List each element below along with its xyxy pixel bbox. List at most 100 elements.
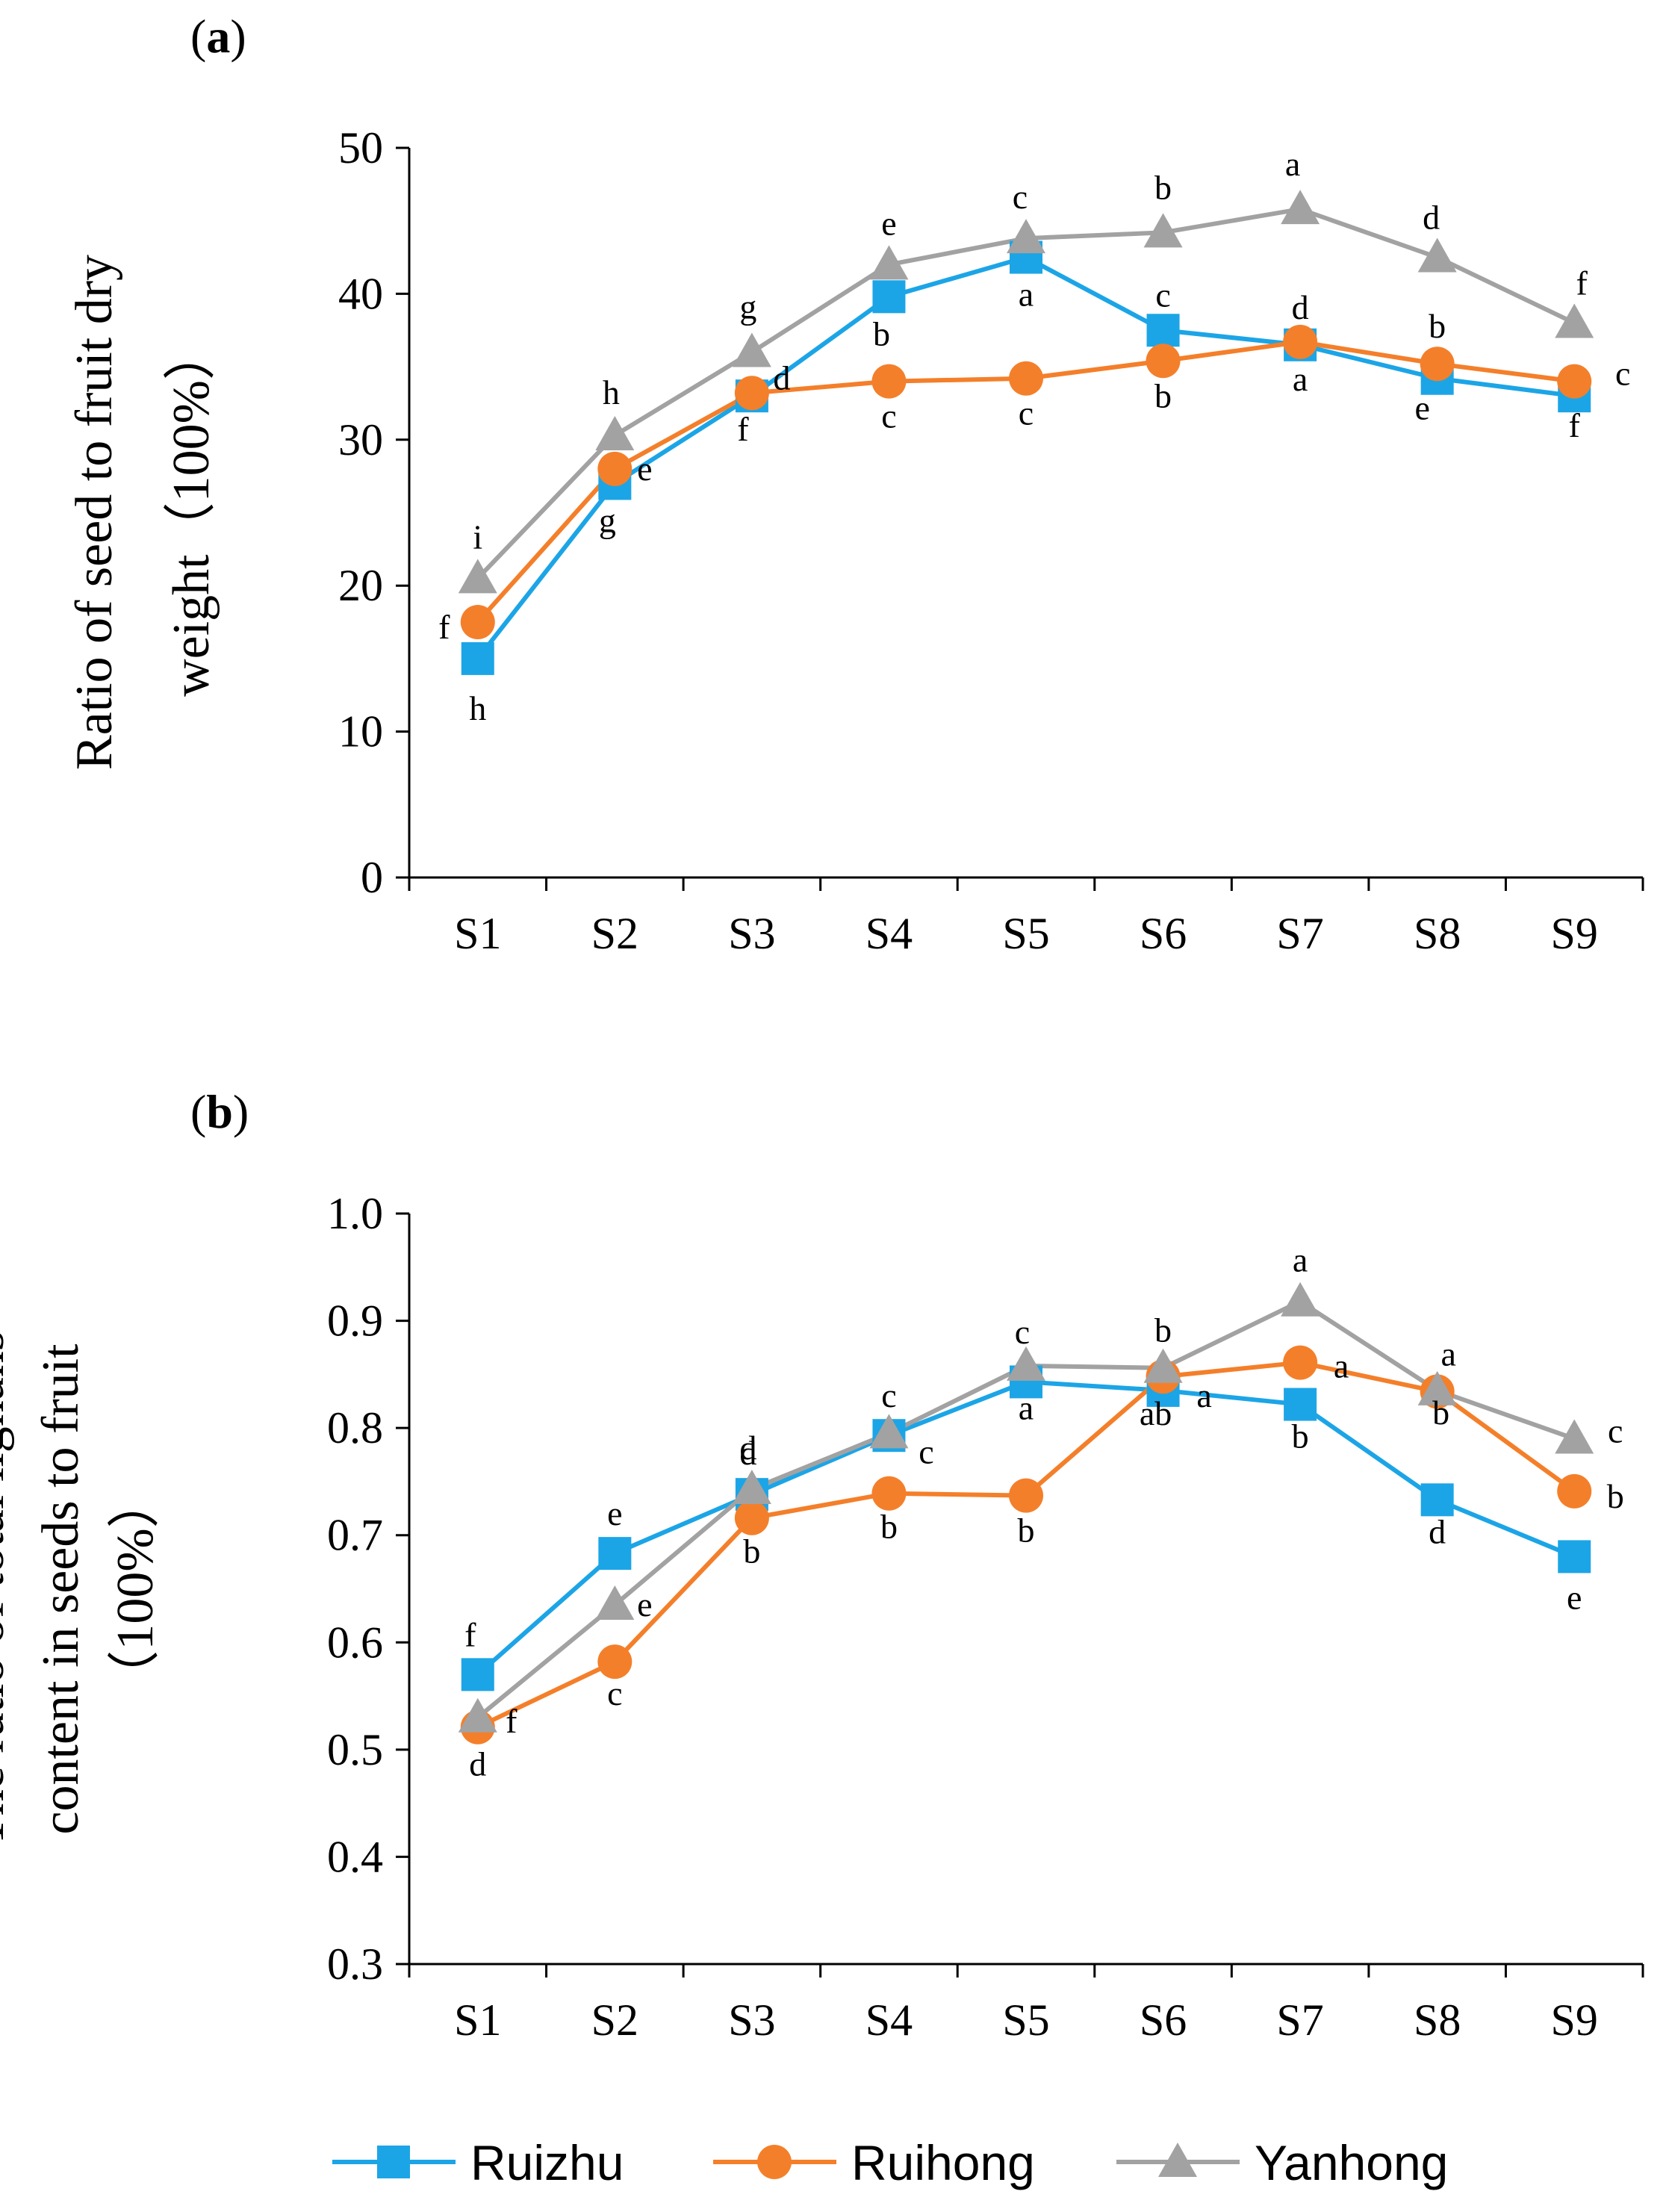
data-point-ruihong <box>1557 364 1592 399</box>
data-point-yanhong <box>732 332 771 367</box>
data-point-yanhong <box>1555 303 1594 338</box>
y-axis-title: The ratio of total lignans content in see… <box>0 1331 164 1848</box>
y-axis-title-line: （100%） <box>107 1476 164 1702</box>
significance-letter: d <box>469 1745 486 1783</box>
y-axis-title-line: Ratio of seed to fruit dry <box>66 255 123 770</box>
significance-letter: e <box>1414 389 1429 427</box>
y-tick-label: 0.8 <box>327 1403 383 1453</box>
significance-letter: g <box>599 501 616 539</box>
y-tick-label: 1.0 <box>327 1189 383 1238</box>
legend-marker-ruihong <box>757 2145 792 2179</box>
significance-letter: c <box>1615 355 1630 393</box>
y-axis-title-line: The ratio of total lignans <box>0 1331 15 1848</box>
x-tick-label: S1 <box>454 909 501 958</box>
significance-letter: ab <box>1140 1394 1172 1432</box>
data-point-ruizhu <box>1558 1540 1591 1573</box>
x-tick-label: S6 <box>1140 1995 1187 2045</box>
significance-letter: a <box>1334 1347 1349 1385</box>
data-point-yanhong <box>458 559 497 594</box>
data-point-yanhong <box>1281 1281 1320 1317</box>
y-tick-label: 40 <box>338 269 383 318</box>
x-tick-label: S4 <box>865 1995 913 2045</box>
y-axis-title-line: weight（100%） <box>163 328 220 697</box>
data-point-ruihong <box>460 605 495 640</box>
x-tick-label: S2 <box>591 1995 638 2045</box>
data-point-yanhong <box>1417 1370 1457 1405</box>
y-tick-label: 0.6 <box>327 1618 383 1667</box>
significance-letter: c <box>1015 1313 1030 1351</box>
significance-letter: h <box>469 689 486 727</box>
significance-letter: b <box>1607 1477 1624 1515</box>
significance-letter: f <box>1576 264 1588 302</box>
significance-letter: a <box>1293 360 1308 398</box>
y-tick-label: 0.5 <box>327 1725 383 1774</box>
x-tick-label: S3 <box>728 1995 775 2045</box>
data-point-ruihong <box>1146 344 1181 379</box>
data-point-yanhong <box>869 1414 909 1449</box>
significance-letter: c <box>607 1674 622 1712</box>
legend: Ruizhu Ruihong Yanhong <box>332 2135 1448 2190</box>
significance-letter: a <box>1285 145 1300 183</box>
significance-letter: b <box>743 1532 760 1571</box>
data-point-ruizhu <box>1420 1483 1454 1517</box>
significance-letter: d <box>739 1429 756 1467</box>
legend-label-yanhong: Yanhong <box>1255 2135 1448 2190</box>
data-point-yanhong <box>869 245 909 280</box>
data-point-yanhong <box>595 415 635 450</box>
x-tick-label: S7 <box>1276 1995 1323 2045</box>
data-point-yanhong <box>1143 213 1183 248</box>
data-point-ruihong <box>1009 361 1043 396</box>
significance-letter: b <box>1432 1394 1449 1432</box>
x-tick-label: S6 <box>1140 909 1187 958</box>
significance-letter: b <box>880 1508 898 1546</box>
data-point-yanhong <box>732 1469 771 1504</box>
x-tick-label: S7 <box>1276 909 1323 958</box>
significance-letter: f <box>737 410 749 448</box>
significance-letter: d <box>1429 1512 1446 1550</box>
significance-letter: b <box>1154 168 1172 206</box>
significance-letter: f <box>438 608 450 646</box>
significance-letter: c <box>881 1376 896 1414</box>
significance-letter: c <box>1019 394 1034 432</box>
y-tick-label: 20 <box>338 561 383 610</box>
y-tick-label: 0.4 <box>327 1832 383 1881</box>
data-point-ruihong <box>734 1500 769 1535</box>
panel-a-seed-to-fruit-ratio-chart: (a) 0 10 20 30 40 50 S1 S2 S3 S4 S5 S6 S7 S8 S9 Ratio of… <box>66 10 1644 958</box>
x-tick-label: S2 <box>591 909 638 958</box>
data-point-ruizhu <box>461 1658 494 1691</box>
data-point-yanhong <box>458 1697 497 1733</box>
data-point-ruizhu <box>872 280 906 314</box>
y-tick-label: 0 <box>361 853 383 902</box>
x-tick-label: S9 <box>1551 1995 1598 2045</box>
data-point-ruihong <box>1283 1345 1318 1380</box>
significance-letter: e <box>637 450 652 488</box>
legend-label-ruizhu: Ruizhu <box>470 2135 624 2190</box>
significance-letter: i <box>473 518 482 556</box>
data-point-ruizhu <box>1284 1388 1317 1421</box>
data-point-ruihong <box>871 364 907 399</box>
significance-letter: a <box>1293 1241 1308 1279</box>
data-point-yanhong <box>1143 1348 1183 1383</box>
significance-letter: b <box>1154 1311 1172 1349</box>
panel-label: (a) <box>190 10 246 63</box>
data-point-ruihong <box>871 1476 907 1511</box>
x-tick-label: S5 <box>1002 909 1049 958</box>
significance-letter: c <box>881 397 896 435</box>
data-point-yanhong <box>1281 190 1320 225</box>
data-point-ruizhu <box>461 641 494 675</box>
significance-letter: e <box>1567 1578 1582 1616</box>
significance-letter: b <box>1429 307 1446 345</box>
significance-letter: d <box>739 1434 756 1472</box>
significance-letter: d <box>1292 288 1309 326</box>
x-tick-label: S9 <box>1551 909 1598 958</box>
data-point-ruihong <box>734 376 769 411</box>
panel-b-lignans-ratio-chart: (b) 0.3 0.4 0.5 0.6 0.7 0.8 0.9 1.0 S1 S2 S3 S4 S5 S6 S… <box>0 1085 1644 2045</box>
x-tick-label: S3 <box>728 909 775 958</box>
x-tick-label: S8 <box>1414 1995 1461 2045</box>
significance-letter: e <box>607 1494 622 1532</box>
significance-letter: d <box>1423 199 1440 237</box>
significance-letter: f <box>1569 406 1581 444</box>
y-tick-label: 30 <box>338 415 383 465</box>
significance-letter: g <box>739 288 756 326</box>
